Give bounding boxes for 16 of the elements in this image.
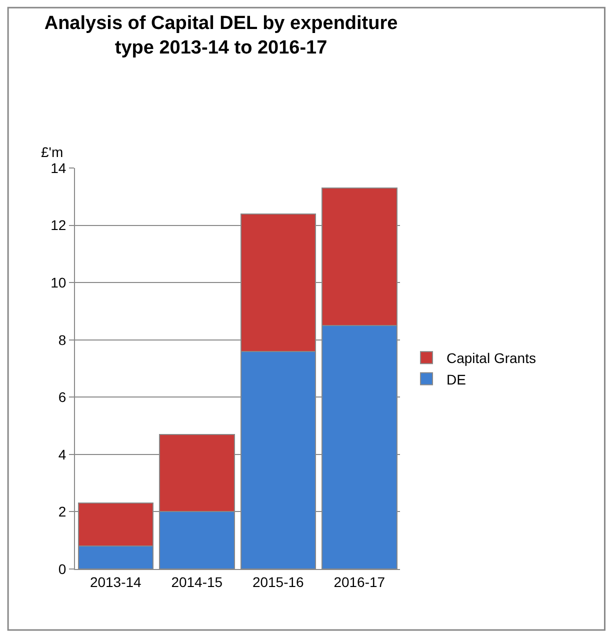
y-tick-label: 10 xyxy=(50,274,66,290)
y-tick-label: 8 xyxy=(58,332,66,348)
chart-title: Analysis of Capital DEL by expenditure type 2013-14 to 2016-17 xyxy=(44,12,398,58)
legend-label: DE xyxy=(446,371,466,388)
x-tick-label: 2013-14 xyxy=(90,574,142,590)
y-tick-label: 6 xyxy=(58,389,66,406)
x-tick-label: 2014-15 xyxy=(171,574,223,590)
y-tick-label: 2 xyxy=(58,504,66,520)
y-tick-label: 0 xyxy=(58,560,66,577)
x-tick-label: 2016-17 xyxy=(334,574,386,590)
legend-label: Capital Grants xyxy=(446,350,536,366)
y-axis-title: £'m xyxy=(41,144,64,160)
y-tick-label: 14 xyxy=(50,160,66,176)
y-tick-label: 12 xyxy=(50,217,66,234)
y-tick-label: 4 xyxy=(58,446,66,462)
x-tick-label: 2015-16 xyxy=(252,574,304,590)
